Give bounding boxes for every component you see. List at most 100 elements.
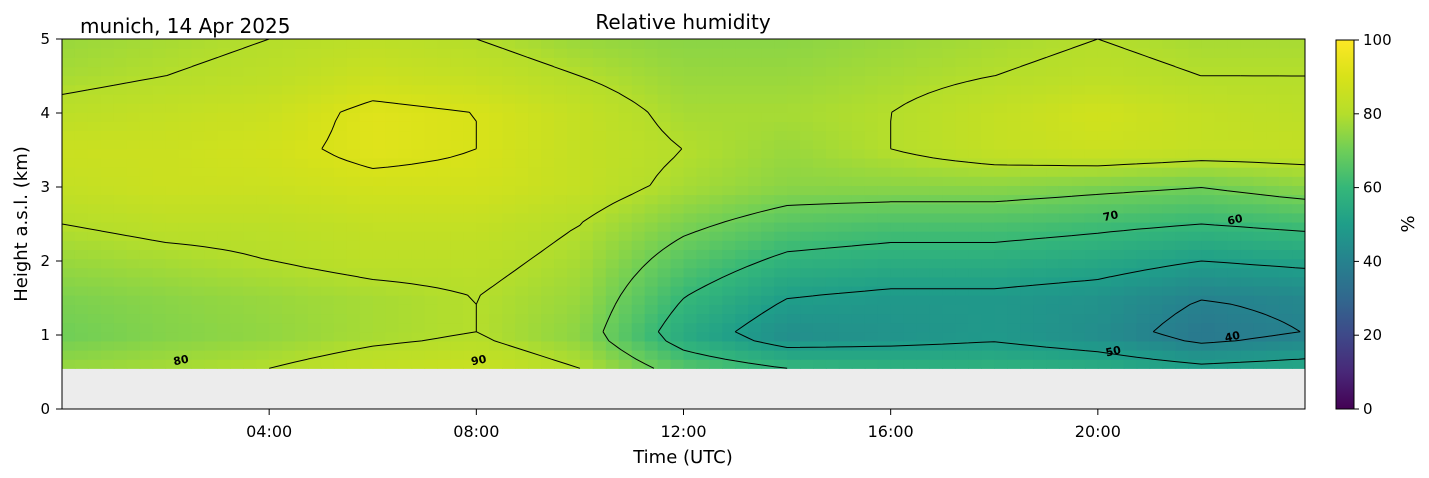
rh-cell <box>618 249 633 260</box>
rh-cell <box>1110 121 1125 132</box>
rh-cell <box>942 285 957 296</box>
rh-cell <box>230 57 244 68</box>
rh-cell <box>1266 112 1280 122</box>
rh-cell <box>1084 148 1099 159</box>
rh-cell <box>1020 240 1034 250</box>
rh-cell <box>333 203 348 214</box>
rh-cell <box>282 75 296 86</box>
rh-cell <box>528 57 542 68</box>
rh-cell <box>800 231 814 241</box>
rh-cell <box>450 340 464 351</box>
rh-cell <box>1214 322 1228 333</box>
rh-cell <box>903 322 918 333</box>
rh-cell <box>502 185 516 196</box>
rh-cell <box>592 203 607 214</box>
rh-cell <box>696 203 710 214</box>
rh-cell <box>385 304 400 315</box>
rh-cell <box>903 139 918 150</box>
rh-cell <box>644 148 659 159</box>
rh-cell <box>243 313 257 324</box>
rh-cell <box>191 57 206 68</box>
rh-cell <box>1240 48 1254 58</box>
rh-cell <box>748 57 762 68</box>
rh-cell <box>204 340 218 351</box>
rh-cell <box>942 267 957 278</box>
rh-cell <box>178 295 193 305</box>
rh-cell <box>204 249 218 260</box>
rh-cell <box>1292 240 1305 250</box>
rh-cell <box>761 112 775 122</box>
rh-cell <box>864 313 879 324</box>
rh-cell <box>243 148 257 159</box>
rh-cell <box>709 212 723 223</box>
rh-cell <box>1084 240 1099 250</box>
rh-cell <box>1188 167 1203 177</box>
rh-cell <box>709 350 723 360</box>
rh-cell <box>1253 240 1267 250</box>
rh-cell <box>735 39 749 49</box>
rh-cell <box>1046 167 1060 177</box>
rh-cell <box>204 240 218 250</box>
rh-cell <box>1279 295 1293 305</box>
rh-cell <box>631 304 646 315</box>
rh-cell <box>761 285 775 296</box>
rh-cell <box>1033 139 1047 150</box>
rh-cell <box>851 231 866 241</box>
rh-cell <box>1136 231 1151 241</box>
rh-cell <box>1175 313 1190 324</box>
rh-cell <box>87 276 102 287</box>
rh-cell <box>165 313 180 324</box>
rh-cell <box>126 93 141 104</box>
rh-cell <box>903 66 918 77</box>
rh-cell <box>385 194 400 205</box>
rh-cell <box>1136 203 1151 214</box>
rh-cell <box>618 203 633 214</box>
rh-cell <box>968 285 982 296</box>
rh-cell <box>398 231 413 241</box>
rh-cell <box>696 75 710 86</box>
rh-cell <box>1058 240 1073 250</box>
rh-cell <box>657 185 672 196</box>
rh-cell <box>838 157 853 168</box>
rh-cell <box>735 231 749 241</box>
rh-cell <box>282 212 296 223</box>
rh-cell <box>126 185 141 196</box>
rh-cell <box>618 194 633 205</box>
rh-cell <box>282 203 296 214</box>
rh-cell <box>437 57 452 68</box>
rh-cell <box>1058 139 1073 150</box>
rh-cell <box>346 221 361 232</box>
rh-cell <box>735 157 749 168</box>
rh-cell <box>269 276 283 287</box>
rh-cell <box>1007 194 1021 205</box>
rh-cell <box>269 75 283 86</box>
rh-cell <box>735 167 749 177</box>
rh-cell <box>256 57 270 68</box>
rh-cell <box>424 231 439 241</box>
rh-cell <box>1292 231 1305 241</box>
rh-cell <box>903 350 918 360</box>
rh-cell <box>411 285 426 296</box>
rh-cell <box>787 57 801 68</box>
rh-cell <box>1033 130 1047 141</box>
rh-cell <box>1175 322 1190 333</box>
rh-cell <box>165 221 180 232</box>
rh-cell <box>1175 84 1190 95</box>
rh-cell <box>1292 39 1305 49</box>
rh-cell <box>981 93 995 104</box>
rh-cell <box>890 240 905 250</box>
rh-cell <box>1097 304 1112 315</box>
rh-cell <box>696 231 710 241</box>
rh-cell <box>126 359 141 369</box>
rh-cell <box>515 75 529 86</box>
rh-cell <box>424 267 439 278</box>
rh-cell <box>333 112 348 122</box>
rh-cell <box>683 276 698 287</box>
rh-cell <box>1097 240 1112 250</box>
rh-cell <box>398 139 413 150</box>
rh-cell <box>437 359 452 369</box>
rh-cell <box>424 112 439 122</box>
rh-cell <box>566 267 581 278</box>
rh-cell <box>631 194 646 205</box>
rh-cell <box>282 331 296 342</box>
